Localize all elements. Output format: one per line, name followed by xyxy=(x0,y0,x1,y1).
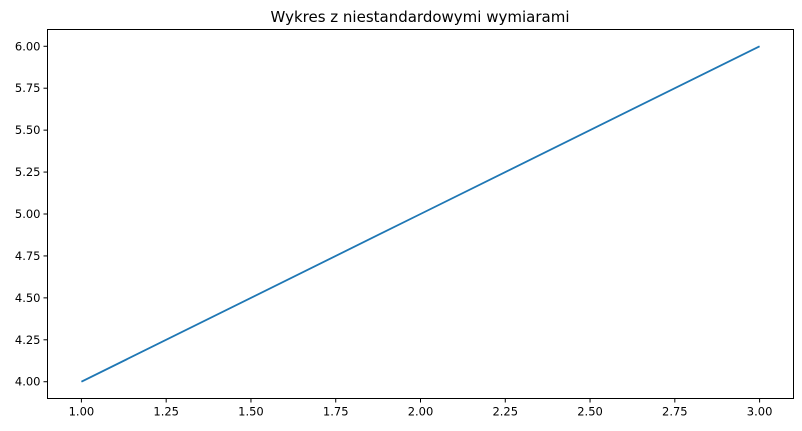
y-tick-label: 4.75 xyxy=(15,249,41,263)
x-axis: 1.00 1.25 1.50 1.75 2.00 2.25 2.50 2.75 3.00 xyxy=(69,398,773,419)
y-axis: 4.00 4.25 4.50 4.75 5.00 5.25 5.50 5.75 6.00 xyxy=(15,39,48,389)
y-tick-label: 4.00 xyxy=(15,375,41,389)
x-tick-label: 2.75 xyxy=(662,405,688,419)
x-tick-label: 1.25 xyxy=(153,405,179,419)
x-tick-label: 1.00 xyxy=(69,405,95,419)
x-tick-label: 1.75 xyxy=(323,405,349,419)
series-layer xyxy=(81,45,760,383)
y-tick-label: 5.25 xyxy=(15,165,41,179)
series-line-1 xyxy=(81,45,760,383)
x-tick-label: 2.00 xyxy=(408,405,434,419)
y-tick-label: 4.50 xyxy=(15,291,41,305)
y-tick-label: 5.00 xyxy=(15,207,41,221)
x-tick-label: 2.50 xyxy=(577,405,603,419)
x-tick-label: 2.25 xyxy=(492,405,518,419)
x-tick-label: 1.50 xyxy=(238,405,264,419)
y-tick-label: 6.00 xyxy=(15,39,41,53)
y-tick-label: 4.25 xyxy=(15,333,41,347)
chart-title: Wykres z niestandardowymi wymiarami xyxy=(271,8,570,26)
x-tick-label: 3.00 xyxy=(747,405,773,419)
y-tick-label: 5.75 xyxy=(15,81,41,95)
y-tick-label: 5.50 xyxy=(15,123,41,137)
